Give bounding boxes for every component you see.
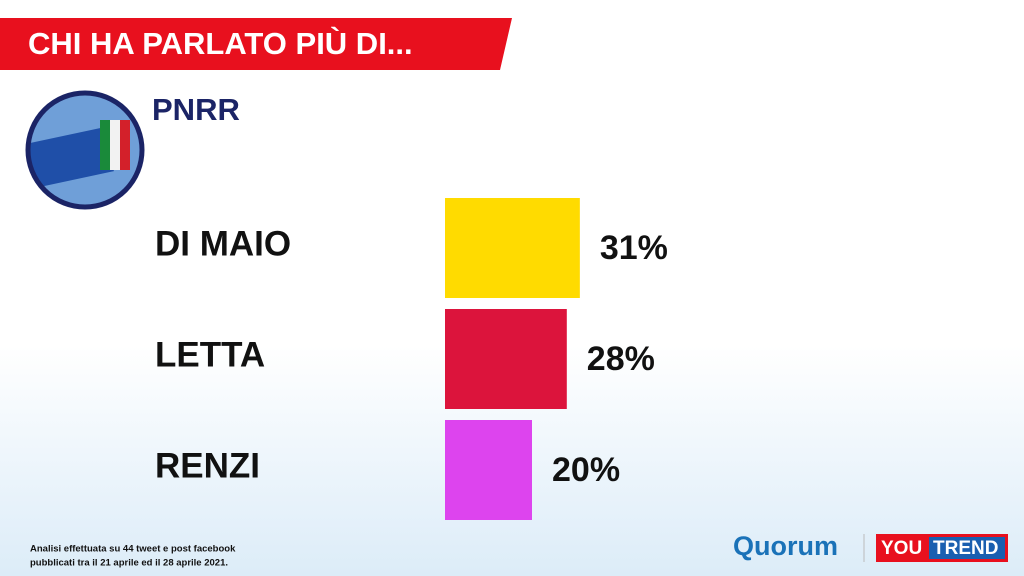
value-label: 31% — [600, 229, 668, 267]
title-banner — [0, 18, 512, 70]
footnote: pubblicati tra il 21 aprile ed il 28 apr… — [30, 558, 228, 569]
category-label: LETTA — [155, 335, 265, 374]
youtrend-you: YOU — [881, 538, 922, 559]
youtrend-trend-box — [929, 537, 1005, 559]
subtitle: PNRR — [152, 92, 240, 127]
bar — [445, 420, 532, 520]
category-label: RENZI — [155, 446, 260, 485]
youtrend-trend: TREND — [933, 538, 998, 559]
topic-image-border — [25, 90, 145, 210]
topic-image — [29, 94, 141, 206]
bar — [445, 198, 580, 298]
bar — [445, 309, 567, 409]
value-label: 20% — [552, 451, 620, 489]
value-label: 28% — [587, 340, 655, 378]
chart-title: CHI HA PARLATO PIÙ DI... — [28, 25, 413, 61]
category-label: DI MAIO — [155, 224, 291, 263]
footnote: Analisi effettuata su 44 tweet e post fa… — [30, 544, 236, 555]
quorum-logo: Quorum — [733, 531, 838, 561]
